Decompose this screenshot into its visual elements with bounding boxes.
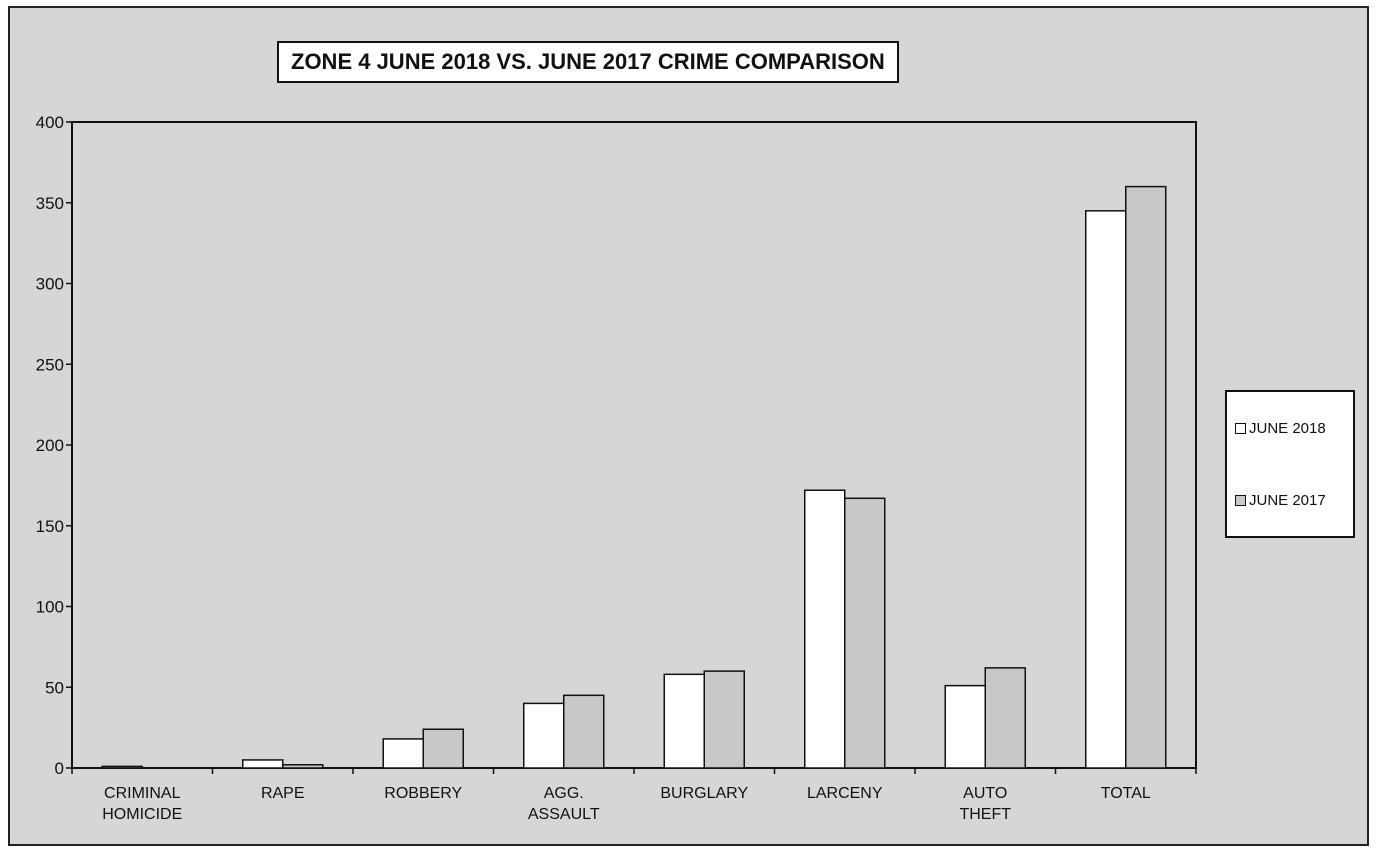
bar-june-2018-burglary — [663, 673, 705, 769]
bar-june-2018-robbery — [382, 738, 424, 769]
y-tick-label: 350 — [36, 194, 64, 213]
bar-june-2017-larceny — [844, 497, 886, 769]
legend-swatch-june-2017 — [1235, 495, 1246, 506]
legend-item-june-2017: JUNE 2017 — [1235, 492, 1326, 509]
bar-june-2017-burglary — [703, 670, 745, 769]
y-tick-label: 300 — [36, 275, 64, 294]
x-category-label: AUTO — [963, 785, 1007, 802]
x-category-label: ASSAULT — [528, 806, 600, 823]
x-category-label: RAPE — [261, 785, 305, 802]
bar-june-2017-total — [1125, 185, 1167, 769]
bar-june-2018-larceny — [804, 489, 846, 769]
x-category-label: LARCENY — [807, 785, 883, 802]
bar-june-2018-criminal-homicide — [101, 765, 143, 769]
bar-june-2018-agg-assault — [523, 702, 565, 769]
bar-june-2018-auto-theft — [944, 684, 986, 769]
y-tick-label: 100 — [36, 598, 64, 617]
x-category-label: TOTAL — [1101, 785, 1151, 802]
plot-area — [71, 121, 1197, 769]
y-tick-label: 400 — [36, 113, 64, 132]
bar-june-2018-rape — [242, 759, 284, 769]
y-tick-label: 250 — [36, 355, 64, 374]
bar-june-2018-total — [1085, 210, 1127, 769]
y-tick-label: 0 — [55, 759, 64, 778]
bar-june-2017-agg-assault — [563, 694, 605, 769]
x-category-label: CRIMINAL — [104, 785, 181, 802]
bar-june-2017-auto-theft — [984, 667, 1026, 769]
bar-june-2017-rape — [282, 764, 324, 769]
legend-label-june-2017: JUNE 2017 — [1249, 492, 1326, 509]
y-tick-label: 200 — [36, 436, 64, 455]
y-tick-label: 150 — [36, 517, 64, 536]
bar-june-2017-robbery — [422, 728, 464, 769]
chart-title: ZONE 4 JUNE 2018 VS. JUNE 2017 CRIME COM… — [277, 41, 899, 83]
x-category-label: THEFT — [959, 806, 1011, 823]
x-category-label: BURGLARY — [660, 785, 748, 802]
legend: JUNE 2018 JUNE 2017 — [1225, 390, 1355, 538]
legend-swatch-june-2018 — [1235, 423, 1246, 434]
legend-item-june-2018: JUNE 2018 — [1235, 420, 1326, 437]
x-category-label: AGG. — [544, 785, 584, 802]
x-category-label: HOMICIDE — [102, 806, 182, 823]
legend-label-june-2018: JUNE 2018 — [1249, 420, 1326, 437]
y-tick-label: 50 — [45, 678, 64, 697]
x-category-label: ROBBERY — [384, 785, 462, 802]
